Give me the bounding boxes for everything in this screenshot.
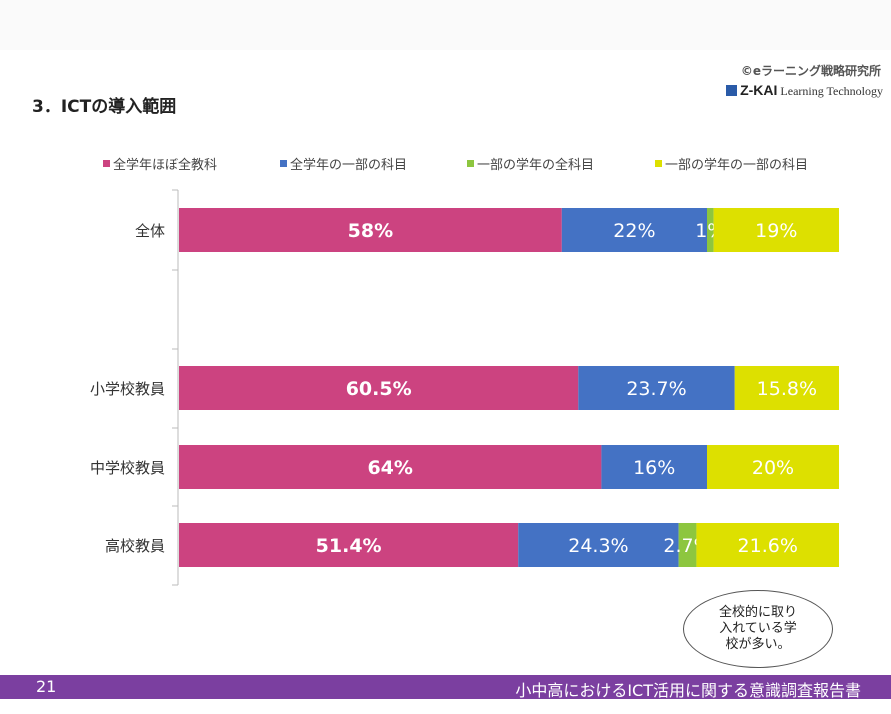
bar-segment bbox=[518, 523, 679, 567]
data-label: 21.6% bbox=[738, 535, 798, 557]
legend-label: 全学年の一部の科目 bbox=[290, 158, 408, 173]
org-name: ©eラーニング戦略研究所 bbox=[740, 64, 881, 78]
bar-segment bbox=[707, 208, 714, 252]
top-band bbox=[0, 0, 891, 50]
footer-bar: 21 小中高におけるICT活用に関する意識調査報告書 bbox=[0, 675, 891, 700]
bar-segment bbox=[713, 208, 839, 252]
legend-item: 一部の学年の一部の科目 bbox=[655, 154, 808, 173]
bar-segment bbox=[179, 445, 602, 489]
category-label: 全体 bbox=[134, 222, 165, 240]
legend-item: 全学年の一部の科目 bbox=[280, 154, 407, 173]
bar-segment bbox=[179, 366, 579, 410]
legend-label: 全学年ほぼ全教科 bbox=[113, 158, 218, 173]
data-label: 64% bbox=[367, 457, 412, 479]
data-label: 58% bbox=[348, 220, 393, 242]
data-label: 60.5% bbox=[346, 378, 412, 400]
page-title: 3．ICTの導入範囲 bbox=[32, 97, 177, 117]
data-label: 23.7% bbox=[626, 378, 686, 400]
zkai-logo: Z-KAI Learning Technology bbox=[726, 82, 883, 99]
legend-swatch bbox=[467, 160, 474, 167]
data-label: 15.8% bbox=[757, 378, 817, 400]
data-label: 22% bbox=[613, 220, 655, 242]
page-number: 21 bbox=[36, 677, 57, 696]
bar-segment bbox=[561, 208, 707, 252]
legend-swatch bbox=[655, 160, 662, 167]
data-label: 16% bbox=[633, 457, 675, 479]
data-label: 51.4% bbox=[316, 535, 382, 557]
data-label: 19% bbox=[755, 220, 797, 242]
note-bubble: 全校的に取り入れている学校が多い。 bbox=[683, 590, 833, 668]
bar-segment bbox=[601, 445, 707, 489]
data-label: 24.3% bbox=[568, 535, 628, 557]
bar-segment bbox=[734, 366, 839, 410]
legend-item: 全学年ほぼ全教科 bbox=[103, 154, 217, 173]
data-label: 20% bbox=[752, 457, 794, 479]
legend-item: 一部の学年の全科目 bbox=[467, 154, 594, 173]
bar-segment bbox=[696, 523, 839, 567]
footer-title: 小中高におけるICT活用に関する意識調査報告書 bbox=[515, 681, 861, 700]
bar-segment bbox=[179, 208, 562, 252]
legend-label: 一部の学年の全科目 bbox=[477, 158, 595, 173]
bar-segment bbox=[578, 366, 735, 410]
legend-label: 一部の学年の一部の科目 bbox=[665, 158, 809, 173]
legend-swatch bbox=[280, 160, 287, 167]
category-label: 中学校教員 bbox=[89, 459, 165, 477]
bar-segment bbox=[707, 445, 839, 489]
category-label: 小学校教員 bbox=[89, 380, 165, 398]
legend-swatch bbox=[103, 160, 110, 167]
logo-icon bbox=[726, 85, 738, 96]
bar-segment bbox=[678, 523, 697, 567]
category-label: 高校教員 bbox=[104, 537, 165, 555]
bar-segment bbox=[179, 523, 519, 567]
